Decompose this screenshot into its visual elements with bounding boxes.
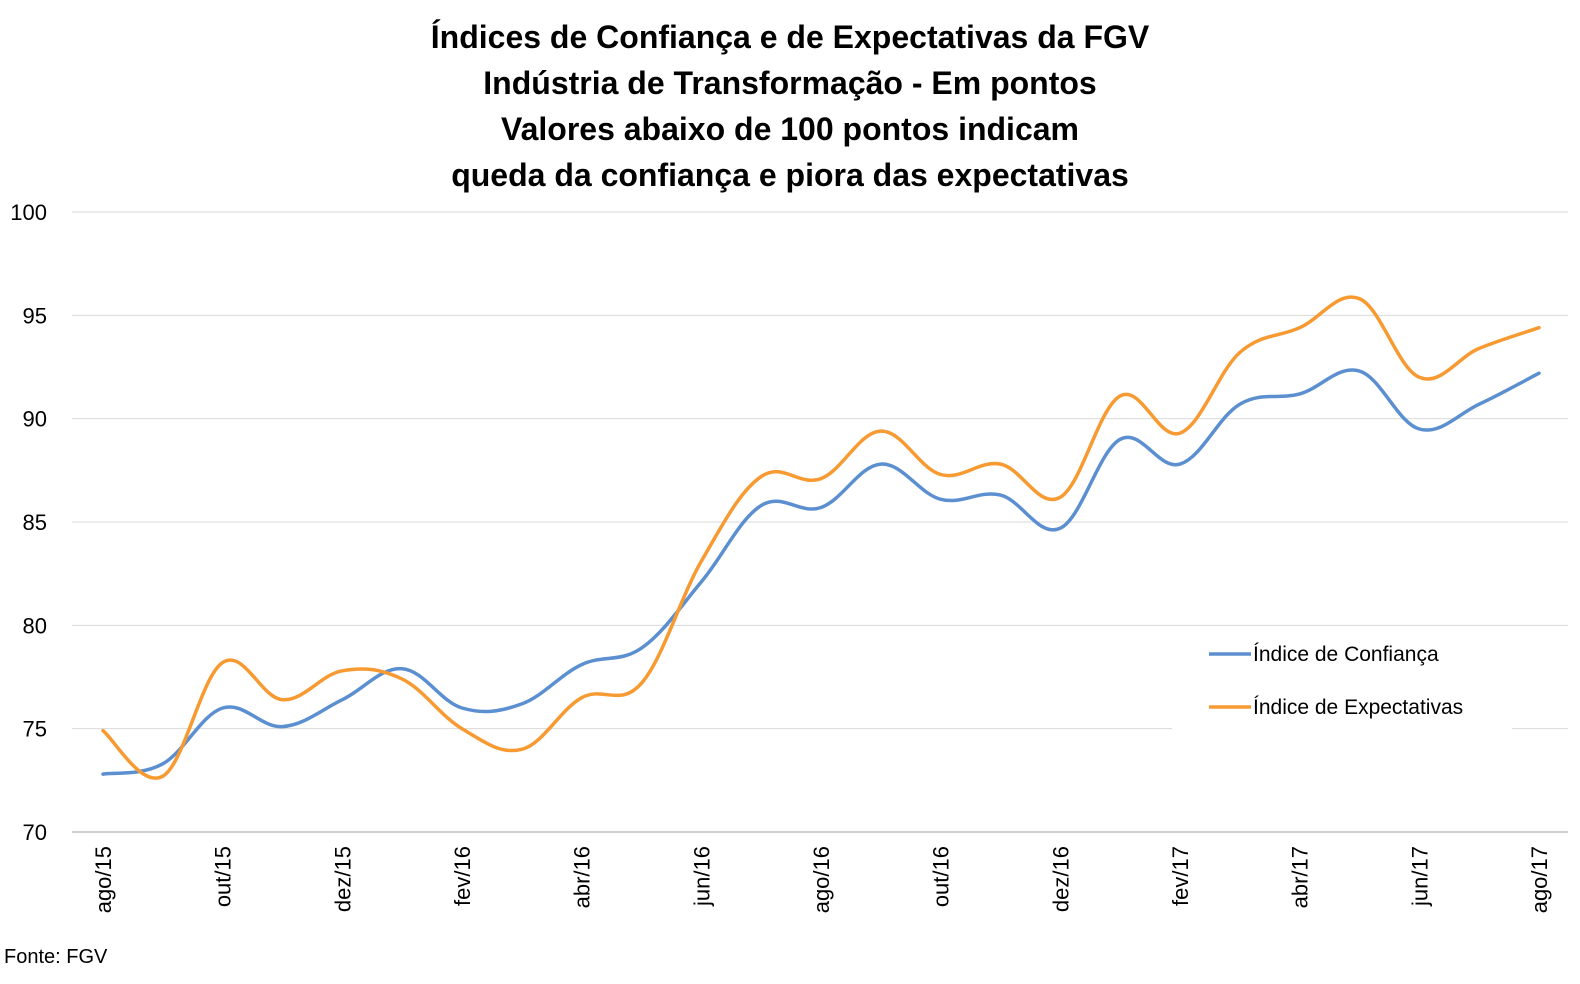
chart-title: Índices de Confiança e de Expectativas d… [0,14,1580,198]
chart-title-line-3: Valores abaixo de 100 pontos indicam [501,111,1079,147]
x-tick-label: jun/17 [1407,846,1432,907]
y-tick-label: 70 [23,820,47,845]
y-tick-label: 100 [10,200,47,225]
y-tick-label: 80 [23,613,47,638]
x-tick-label: dez/16 [1048,846,1073,912]
series-line-2 [101,295,1541,780]
legend-label-1: Índice de Confiança [1253,643,1439,666]
x-tick-label: ago/17 [1527,846,1552,913]
x-tick-label: abr/16 [570,846,595,908]
series-line-1 [101,368,1541,776]
x-tick-label: ago/16 [809,846,834,913]
legend-label-2: Índice de Expectativas [1253,696,1463,719]
y-tick-label: 90 [23,407,47,432]
y-tick-label: 75 [23,717,47,742]
x-tick-label: fev/16 [450,846,475,906]
y-tick-label: 95 [23,303,47,328]
x-tick-label: abr/17 [1288,846,1313,908]
x-tick-label: ago/15 [91,846,116,913]
y-tick-label: 85 [23,510,47,535]
x-tick-label: out/16 [929,846,954,907]
x-tick-label: dez/15 [330,846,355,912]
x-tick-label: out/15 [211,846,236,907]
x-tick-label: jun/16 [689,846,714,907]
chart-title-line-1: Índices de Confiança e de Expectativas d… [430,19,1150,55]
legend-background [1172,626,1512,730]
chart-title-line-4: queda da confiança e piora das expectati… [451,157,1129,193]
chart-title-line-2: Indústria de Transformação - Em pontos [483,65,1097,101]
x-tick-label: fev/17 [1168,846,1193,906]
source-note: Fonte: FGV [4,946,108,968]
